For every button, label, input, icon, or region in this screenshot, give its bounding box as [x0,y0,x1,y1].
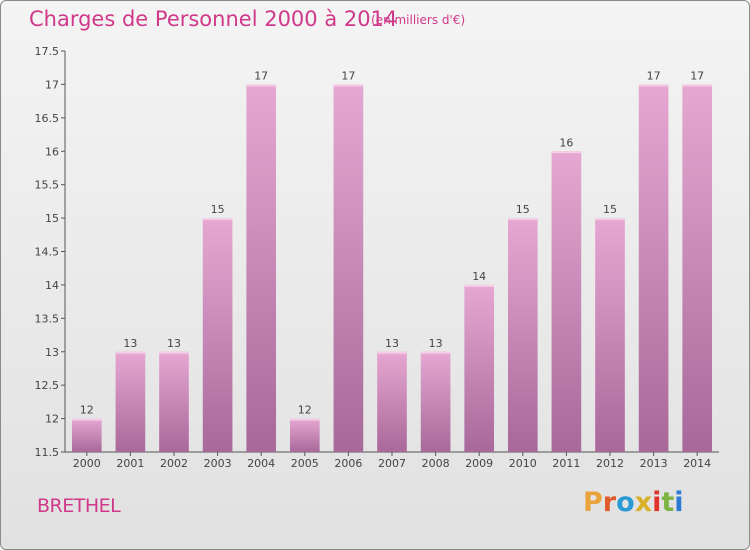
bar-highlight [638,84,669,87]
y-tick-label: 14 [45,279,59,292]
bar-2001 [115,351,146,452]
y-tick-label: 12.5 [35,379,60,392]
data-label: 15 [211,203,225,216]
x-tick-label: 2000 [73,457,101,470]
logo-letter: o [616,487,635,518]
bar-2004 [246,84,277,453]
y-tick-label: 16 [45,145,59,158]
bar-2014 [682,84,713,453]
y-tick-label: 11.5 [35,446,60,459]
bar-2003 [202,218,233,452]
chart-subtitle: (en milliers d'€) [371,13,466,27]
bar-2009 [464,284,495,452]
x-tick-label: 2009 [465,457,493,470]
bar-highlight [595,218,625,221]
bar-highlight [682,84,713,87]
data-label: 17 [341,69,355,82]
bar-highlight [159,351,189,354]
y-tick-label: 17 [45,78,59,91]
y-tick-label: 17.5 [35,45,60,58]
logo-letter: P [583,487,603,518]
bar-2008 [420,351,451,452]
data-label: 17 [647,69,661,82]
data-label: 14 [472,270,486,283]
data-label: 13 [167,337,181,350]
x-tick-label: 2003 [204,457,232,470]
bar-highlight [551,151,582,154]
place-name: BRETHEL [37,495,121,517]
bar-highlight [464,284,495,287]
y-tick-label: 15.5 [35,179,60,192]
y-tick-label: 16.5 [35,112,60,125]
bar-2005 [289,418,320,452]
data-label: 13 [385,337,399,350]
data-label: 17 [254,69,268,82]
y-tick-label: 14.5 [35,246,60,259]
bar-2002 [159,351,189,452]
bar-highlight [246,84,277,87]
bar-2010 [507,218,538,452]
logo-letter: i [652,487,662,518]
x-tick-label: 2005 [291,457,319,470]
bar-2000 [71,418,102,452]
bar-highlight [71,418,102,421]
y-tick-label: 15 [45,212,59,225]
x-tick-label: 2010 [509,457,537,470]
x-tick-label: 2011 [552,457,580,470]
bar-highlight [202,218,233,221]
x-tick-label: 2001 [116,457,144,470]
x-tick-label: 2013 [640,457,668,470]
bar-highlight [420,351,451,354]
bar-2011 [551,151,582,452]
logo-letter: r [602,487,617,518]
x-tick-label: 2008 [422,457,450,470]
y-tick-label: 13.5 [35,312,60,325]
data-label: 12 [80,404,94,417]
x-tick-label: 2006 [334,457,362,470]
bar-2006 [333,84,364,453]
logo-letter: i [674,487,684,518]
chart-title: Charges de Personnel 2000 à 2014 [29,7,398,31]
x-tick-label: 2014 [683,457,711,470]
x-tick-label: 2004 [247,457,275,470]
y-tick-label: 13 [45,346,59,359]
bar-highlight [333,84,364,87]
bar-highlight [115,351,146,354]
bar-highlight [507,218,538,221]
bar-highlight [289,418,320,421]
x-tick-label: 2012 [596,457,624,470]
bar-highlight [377,351,407,354]
data-label: 17 [690,69,704,82]
bar-2013 [638,84,669,453]
y-tick-label: 12 [45,413,59,426]
proxiti-logo: Proxiti [583,487,684,518]
x-tick-label: 2007 [378,457,406,470]
data-label: 15 [603,203,617,216]
data-label: 16 [559,136,573,149]
data-label: 13 [429,337,443,350]
data-label: 13 [123,337,137,350]
bar-2007 [377,351,407,452]
x-tick-label: 2002 [160,457,188,470]
logo-letter: t [661,487,675,518]
data-label: 12 [298,404,312,417]
data-label: 15 [516,203,530,216]
bar-2012 [595,218,625,452]
logo-letter: x [634,487,653,518]
